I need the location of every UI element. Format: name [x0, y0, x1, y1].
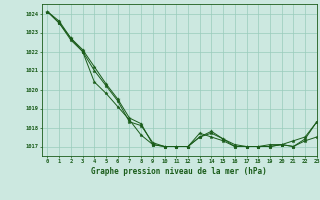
X-axis label: Graphe pression niveau de la mer (hPa): Graphe pression niveau de la mer (hPa)	[91, 167, 267, 176]
